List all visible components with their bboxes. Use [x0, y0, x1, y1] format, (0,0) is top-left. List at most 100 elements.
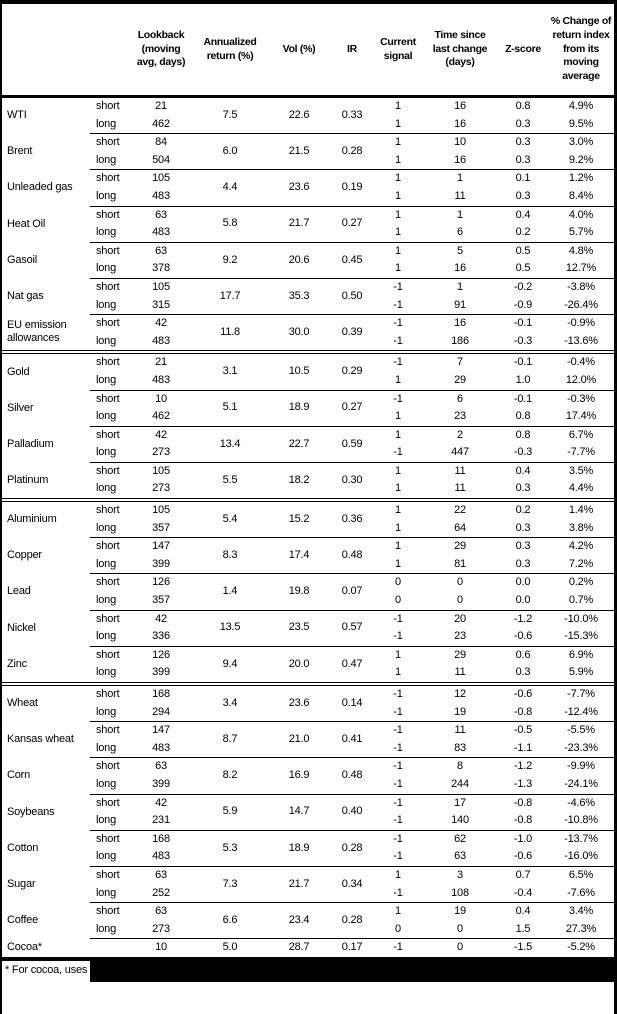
- z-score-cell: -1.2: [498, 609, 548, 629]
- z-score-cell: 0.4: [498, 902, 548, 921]
- annualized-return-cell: 7.3: [192, 865, 268, 903]
- table-row: long 294 -1 19 -0.8 -12.4%: [2, 704, 614, 722]
- pct-change-cell: 5.9%: [568, 666, 594, 679]
- commodity-name-cell: Brent: [7, 145, 33, 158]
- z-score-cell: 0.3: [515, 117, 531, 130]
- leg-cell: long: [96, 814, 116, 827]
- table-row: long 399 1 81 0.3 7.2%: [2, 556, 614, 574]
- current-signal-cell: -1: [374, 350, 422, 372]
- leg-cell: long: [96, 373, 116, 386]
- annualized-return-cell: 8.3: [192, 537, 268, 574]
- table-header: Lookback (moving avg, days) Annualized r…: [2, 4, 614, 98]
- lookback-cell: 21: [130, 350, 192, 372]
- pct-change-cell: -7.7%: [567, 446, 595, 459]
- pct-change-cell: 6.5%: [548, 865, 614, 885]
- current-signal-cell: -1: [374, 757, 422, 776]
- pct-change-cell: -9.9%: [548, 757, 614, 776]
- commodity-name-cell: Unleaded gas: [7, 181, 73, 194]
- table-row: Gasoil short 63 9.2 20.6 0.45 1 5 0.5 4.8%: [2, 241, 614, 279]
- z-score-cell: 0.1: [498, 169, 548, 188]
- commodity-name-cell: Cotton: [7, 841, 39, 854]
- time-since-last-change-cell: 29: [454, 373, 466, 386]
- leg-cell: long: [96, 189, 116, 202]
- table-row: long 483 -1 63 -0.6 -16.0%: [2, 848, 614, 866]
- time-since-last-change-cell: 29: [422, 537, 498, 556]
- table-row: Soybeans short 42 5.9 14.7 0.40 -1 17 -0.8 -4.6%: [2, 793, 614, 831]
- leg-cell: [90, 938, 130, 957]
- ir-cell: 0.48: [330, 757, 374, 795]
- current-signal-cell: 1: [395, 410, 401, 423]
- current-signal-cell: 1: [395, 226, 401, 239]
- time-since-last-change-cell: 12: [422, 682, 498, 704]
- vol-cell: 19.8: [268, 573, 330, 611]
- leg-cell: short: [90, 133, 130, 152]
- time-since-last-change-cell: 91: [454, 298, 466, 311]
- table-row: Aluminium short 105 5.4 15.2 0.36 1 22 0.2 1.4%: [2, 498, 614, 538]
- z-score-cell: 1.5: [515, 922, 531, 935]
- current-signal-cell: 1: [395, 189, 401, 202]
- time-since-last-change-cell: 29: [422, 645, 498, 665]
- current-signal-cell: -1: [374, 314, 422, 333]
- current-signal-cell: -1: [374, 389, 422, 409]
- commodity-name-cell: Zinc: [7, 657, 27, 670]
- leg-cell: long: [96, 630, 116, 643]
- vol-cell: 21.7: [268, 865, 330, 903]
- vol-cell: 21.7: [268, 205, 330, 243]
- pct-change-cell: -12.4%: [564, 705, 598, 718]
- annualized-return-cell: 3.4: [192, 682, 268, 722]
- z-score-cell: 0.0: [498, 573, 548, 593]
- table-row: EU emission allowances short 42 11.8 30.0 0.3…: [2, 314, 614, 353]
- ir-cell: 0.27: [330, 389, 374, 427]
- table-row: long 462 1 23 0.8 17.4%: [2, 408, 614, 426]
- commodity-name-cell: Coffee: [7, 914, 39, 927]
- current-signal-cell: 1: [374, 537, 422, 556]
- leg-cell: short: [90, 645, 130, 665]
- annualized-return-cell: 1.4: [192, 573, 268, 611]
- vol-cell: 15.2: [268, 498, 330, 538]
- z-score-cell: -0.3: [513, 334, 533, 347]
- lookback-cell: 147: [130, 721, 192, 740]
- leg-cell: long: [96, 850, 116, 863]
- time-since-last-change-cell: 16: [454, 262, 466, 275]
- table-row: Kansas wheat short 147 8.7 21.0 0.41 -1 11 -0.5-…: [2, 721, 614, 758]
- leg-cell: short: [90, 682, 130, 704]
- current-signal-cell: 1: [374, 645, 422, 665]
- current-signal-cell: 1: [395, 117, 401, 130]
- current-signal-cell: -1: [374, 682, 422, 704]
- time-since-last-change-cell: 22: [422, 498, 498, 520]
- table-row: long 252 -1 108 -0.4 -7.6%: [2, 885, 614, 903]
- lookback-cell: 147: [130, 537, 192, 556]
- leg-cell: long: [96, 521, 116, 534]
- pct-change-cell: 17.4%: [565, 410, 597, 423]
- leg-cell: long: [96, 705, 116, 718]
- z-score-cell: -0.8: [498, 793, 548, 813]
- pct-change-cell: 12.7%: [565, 262, 597, 275]
- vol-cell: 16.9: [268, 757, 330, 795]
- lookback-cell: 63: [130, 241, 192, 261]
- vol-cell: 28.7: [268, 938, 330, 957]
- pct-change-cell: 9.5%: [568, 117, 594, 130]
- time-since-last-change-cell: 0: [422, 938, 498, 957]
- vol-cell: 35.3: [268, 277, 330, 315]
- annualized-return-cell: 7.5: [222, 108, 238, 121]
- current-signal-cell: 1: [374, 205, 422, 225]
- time-since-last-change-cell: 16: [422, 314, 498, 333]
- current-signal-cell: 1: [374, 461, 422, 481]
- time-since-last-change-cell: 16: [454, 100, 466, 113]
- ir-cell: 0.39: [330, 314, 374, 353]
- time-since-last-change-cell: 0: [457, 594, 463, 607]
- lookback-cell: 483: [152, 189, 170, 202]
- col-header-z-score: Z-score: [498, 4, 548, 98]
- current-signal-cell: 1: [395, 482, 401, 495]
- lookback-cell: 483: [152, 850, 170, 863]
- pct-change-cell: 9.2%: [568, 153, 594, 166]
- vol-cell: 10.5: [268, 350, 330, 390]
- time-since-last-change-cell: 11: [454, 189, 466, 202]
- time-since-last-change-cell: 140: [451, 814, 469, 827]
- table-row: Cotton short 168 5.3 18.9 0.28 -1 62 -1.0 -13.7%: [2, 829, 614, 867]
- ir-cell: 0.59: [330, 425, 374, 463]
- pct-change-cell: -0.3%: [548, 389, 614, 409]
- commodity-name-cell: Heat Oil: [7, 217, 46, 230]
- lookback-cell: 357: [152, 594, 170, 607]
- leg-cell: short: [90, 277, 130, 297]
